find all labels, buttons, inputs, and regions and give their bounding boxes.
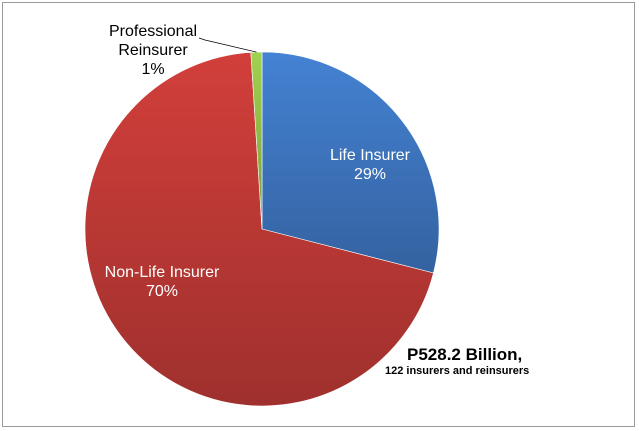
total-detail: 122 insurers and reinsurers	[385, 365, 530, 377]
pie-slice-non-life-insurer	[84, 52, 434, 407]
pie-slice-life-insurer	[261, 51, 440, 274]
slice-label-professional-reinsurer: Professional Reinsurer 1%	[109, 23, 197, 78]
leader-line-professional-reinsurer	[198, 37, 257, 53]
total-value: P528.2 Billion,	[407, 345, 523, 364]
slice-label-non-life-insurer: Non-Life Insurer 70%	[105, 264, 220, 300]
slice-label-life-insurer: Life Insurer 29%	[330, 147, 411, 183]
